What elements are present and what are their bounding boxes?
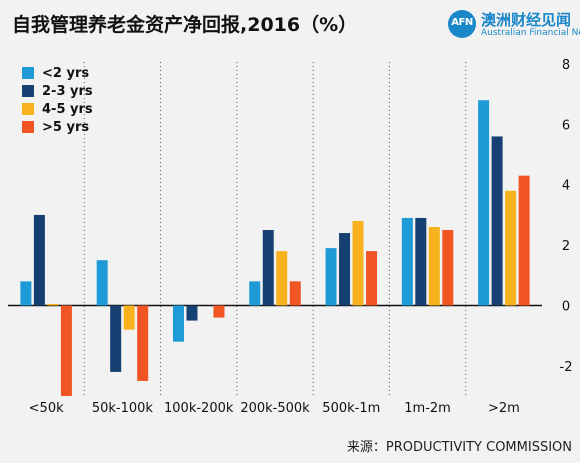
legend-item: 4-5 yrs — [22, 100, 93, 118]
x-tick-label: 200k-500k — [240, 401, 310, 416]
bar — [123, 305, 135, 330]
bar — [491, 136, 503, 306]
bar — [401, 217, 413, 306]
legend-item: 2-3 yrs — [22, 82, 93, 100]
bar — [325, 248, 337, 306]
bar — [172, 305, 184, 342]
bar — [505, 190, 517, 306]
bar — [262, 230, 274, 306]
chart-title: 自我管理养老金资产净回报,2016（%） — [12, 14, 358, 36]
y-tick-label: -2 — [560, 360, 573, 375]
afn-logo-icon: AFN — [448, 10, 476, 38]
bar — [96, 260, 108, 306]
y-tick-label: 2 — [562, 239, 570, 254]
x-tick-label: 1m-2m — [404, 401, 451, 416]
bar — [47, 303, 59, 306]
legend-item: <2 yrs — [22, 64, 93, 82]
bar — [33, 214, 45, 306]
bar — [20, 281, 32, 306]
legend: <2 yrs 2-3 yrs 4-5 yrs >5 yrs — [22, 64, 93, 136]
legend-label: <2 yrs — [42, 65, 90, 81]
x-tick-label: 100k-200k — [164, 401, 234, 416]
bar — [518, 175, 530, 306]
logo-name-cn: 澳洲财经见闻 — [481, 11, 572, 29]
bar — [478, 100, 490, 306]
bar — [366, 251, 378, 306]
afn-logo: AFN 澳洲财经见闻 Australian Financial News — [448, 6, 580, 42]
y-tick-label: 0 — [562, 299, 570, 314]
source-note: 来源：PRODUCTIVITY COMMISSION — [346, 440, 572, 455]
legend-label: >5 yrs — [42, 119, 90, 135]
bar — [339, 233, 351, 306]
legend-label: 2-3 yrs — [42, 83, 93, 99]
bar — [186, 305, 198, 321]
bar — [442, 230, 454, 306]
bar — [213, 305, 225, 318]
legend-item: >5 yrs — [22, 118, 93, 136]
bar — [137, 305, 149, 381]
legend-label: 4-5 yrs — [42, 101, 93, 117]
y-tick-label: 4 — [562, 179, 570, 194]
y-tick-label: 6 — [562, 118, 570, 133]
x-tick-label: <50k — [29, 401, 64, 416]
legend-swatch — [22, 67, 34, 79]
logo-name-en: Australian Financial News — [481, 28, 580, 38]
bar — [276, 251, 288, 306]
legend-swatch — [22, 121, 34, 133]
y-tick-label: 8 — [562, 58, 570, 73]
x-tick-label: 500k-1m — [322, 401, 380, 416]
x-tick-label: >2m — [488, 401, 520, 416]
legend-swatch — [22, 85, 34, 97]
bar — [249, 281, 261, 306]
bar — [60, 305, 72, 397]
x-tick-label: 50k-100k — [92, 401, 154, 416]
bar — [415, 217, 427, 306]
bar — [110, 305, 122, 372]
legend-swatch — [22, 103, 34, 115]
bar — [352, 220, 364, 306]
bar — [428, 227, 440, 306]
bar — [289, 281, 301, 306]
